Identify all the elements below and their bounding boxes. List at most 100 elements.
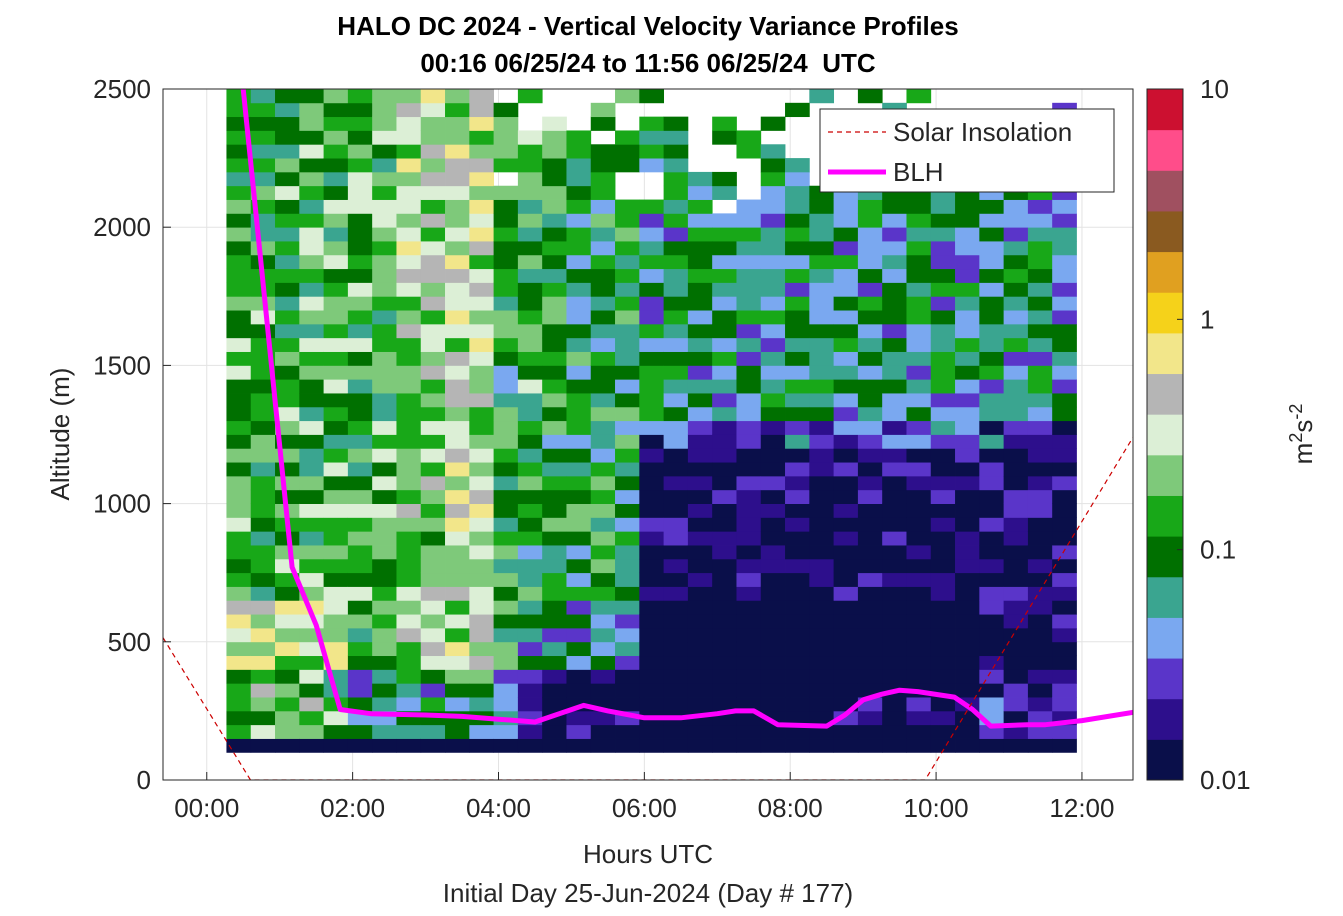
heatmap-cell bbox=[857, 462, 883, 477]
heatmap-cell bbox=[882, 462, 907, 477]
heatmap-cell bbox=[469, 517, 495, 532]
heatmap-cell bbox=[299, 130, 324, 145]
heatmap-cell bbox=[372, 489, 397, 504]
heatmap-cell bbox=[542, 185, 567, 200]
heatmap-cell bbox=[566, 323, 592, 339]
heatmap-cell bbox=[372, 406, 397, 422]
heatmap-cell bbox=[347, 558, 373, 574]
heatmap-cell bbox=[882, 572, 907, 587]
heatmap-cell bbox=[542, 323, 567, 339]
heatmap-cell bbox=[833, 641, 859, 657]
heatmap-cell bbox=[833, 531, 859, 546]
heatmap-cell bbox=[445, 241, 470, 256]
heatmap-cell bbox=[445, 158, 470, 173]
heatmap-cell bbox=[566, 296, 592, 311]
heatmap-cell bbox=[809, 351, 835, 366]
heatmap-cell bbox=[372, 475, 397, 491]
heatmap-cell bbox=[299, 462, 324, 477]
heatmap-cell bbox=[542, 641, 567, 657]
colorbar-label-base: m bbox=[1288, 443, 1318, 465]
heatmap-cell bbox=[1027, 475, 1053, 491]
heatmap-cell bbox=[712, 572, 737, 587]
heatmap-cell bbox=[445, 171, 470, 187]
heatmap-cell bbox=[250, 531, 276, 546]
heatmap-cell bbox=[785, 199, 810, 214]
heatmap-cell bbox=[590, 365, 616, 380]
heatmap-cell bbox=[930, 462, 956, 477]
heatmap-cell bbox=[323, 641, 349, 657]
heatmap-cell bbox=[1027, 669, 1053, 684]
heatmap-cell bbox=[493, 406, 519, 422]
heatmap-cell bbox=[517, 531, 543, 546]
heatmap-cell bbox=[882, 393, 907, 408]
heatmap-cell bbox=[420, 282, 446, 297]
heatmap-cell bbox=[687, 268, 713, 283]
heatmap-cell bbox=[906, 241, 932, 256]
heatmap-cell bbox=[955, 420, 980, 435]
heatmap-cell bbox=[930, 448, 956, 463]
heatmap-cell bbox=[663, 475, 689, 491]
heatmap-cell bbox=[517, 144, 543, 159]
heatmap-cell bbox=[760, 171, 786, 187]
heatmap-cell bbox=[955, 669, 980, 684]
y-tick-label: 0 bbox=[137, 765, 151, 795]
heatmap-cell bbox=[785, 558, 810, 574]
heatmap-cell bbox=[979, 545, 1005, 560]
heatmap-cell bbox=[1052, 627, 1077, 643]
heatmap-cell bbox=[785, 724, 810, 739]
heatmap-cell bbox=[493, 379, 519, 394]
colorbar-gradient bbox=[1147, 89, 1183, 781]
heatmap-cell bbox=[857, 614, 883, 629]
heatmap-cell bbox=[857, 351, 883, 366]
heatmap-cell bbox=[250, 420, 276, 435]
heatmap-cell bbox=[299, 351, 324, 366]
heatmap-cell bbox=[396, 641, 422, 657]
heatmap-cell bbox=[639, 462, 665, 477]
heatmap-cell bbox=[736, 337, 762, 352]
heatmap-cell bbox=[857, 627, 883, 643]
heatmap-cell bbox=[785, 503, 810, 518]
heatmap-cell bbox=[760, 185, 786, 200]
heatmap-cell bbox=[347, 241, 373, 256]
heatmap-cell bbox=[347, 185, 373, 200]
colorbar-segment bbox=[1147, 210, 1183, 253]
heatmap-cell bbox=[615, 379, 640, 394]
heatmap-cell bbox=[833, 227, 859, 242]
heatmap-cell bbox=[833, 517, 859, 532]
heatmap-cell bbox=[785, 627, 810, 643]
heatmap-cell bbox=[469, 227, 495, 242]
colorbar-segment bbox=[1147, 658, 1183, 700]
heatmap-cell bbox=[250, 517, 276, 532]
heatmap-cell bbox=[542, 724, 567, 739]
heatmap-cell bbox=[566, 572, 592, 587]
heatmap-cell bbox=[615, 531, 640, 546]
heatmap-cell bbox=[590, 572, 616, 587]
heatmap-cell bbox=[809, 268, 835, 283]
heatmap-cell bbox=[687, 669, 713, 684]
heatmap-cell bbox=[226, 462, 252, 477]
heatmap-cell bbox=[760, 489, 786, 504]
heatmap-cell bbox=[517, 434, 543, 449]
heatmap-cell bbox=[590, 531, 616, 546]
heatmap-cell bbox=[736, 738, 762, 753]
colorbar-segment bbox=[1147, 292, 1183, 334]
heatmap-cell bbox=[566, 213, 592, 228]
heatmap-cell bbox=[469, 655, 495, 670]
heatmap-cell bbox=[396, 614, 422, 629]
heatmap-cell bbox=[857, 282, 883, 297]
heatmap-cell bbox=[1003, 641, 1029, 657]
heatmap-cell bbox=[857, 213, 883, 228]
heatmap-cell bbox=[833, 738, 859, 753]
heatmap-cell bbox=[445, 116, 470, 131]
heatmap-cell bbox=[857, 406, 883, 422]
heatmap-cell bbox=[736, 503, 762, 518]
heatmap-cell bbox=[857, 641, 883, 657]
heatmap-cell bbox=[542, 503, 567, 518]
heatmap-cell bbox=[930, 268, 956, 283]
heatmap-cell bbox=[857, 227, 883, 242]
heatmap-cell bbox=[906, 669, 932, 684]
heatmap-cell bbox=[882, 379, 907, 394]
heatmap-cell bbox=[323, 379, 349, 394]
heatmap-cell bbox=[1003, 213, 1029, 228]
heatmap-cell bbox=[517, 683, 543, 698]
